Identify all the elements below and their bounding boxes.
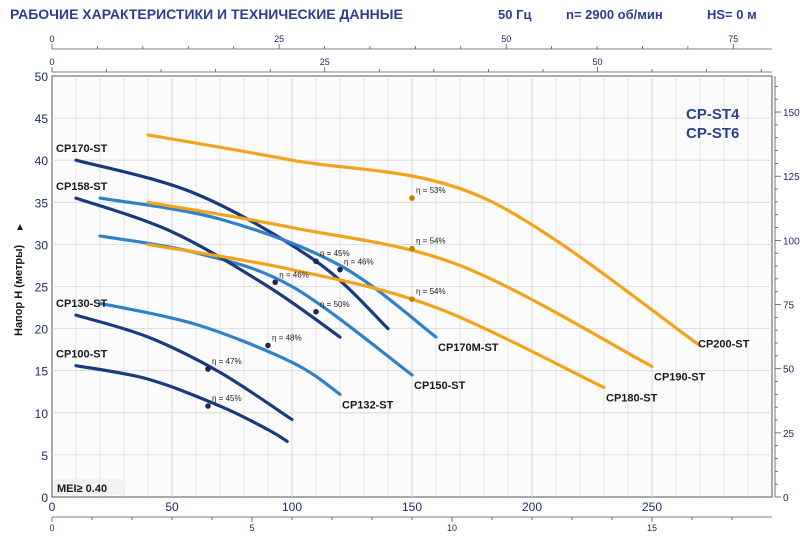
series-label-cp132-st: CP132-ST	[342, 399, 394, 411]
series-label-cp180-st: CP180-ST	[606, 393, 658, 405]
eta-point-cp200-st	[409, 195, 415, 201]
eta-label: η = 46%	[279, 270, 309, 279]
imp-gpm-tick-label: 25	[320, 57, 330, 67]
m3h-tick-label: 5	[249, 523, 254, 533]
feet-tick-label: 0	[783, 493, 789, 504]
series-label-cp130-st: CP130-ST	[56, 298, 108, 310]
mei-label: MEI≥ 0.40	[57, 483, 107, 495]
x-tick-label: 200	[522, 500, 542, 514]
eta-point-cp158-st	[272, 279, 279, 286]
series-label-cp170-st: CP170-ST	[56, 143, 108, 155]
y-axis-title-arrow	[17, 224, 23, 230]
series-line-cp190-st	[146, 200, 654, 369]
eta-label: η = 47%	[212, 357, 242, 366]
us-gpm-tick-label: 50	[501, 34, 511, 44]
y-tick-label: 35	[35, 196, 49, 210]
eta-label: η = 46%	[344, 258, 374, 267]
y-tick-label: 5	[41, 449, 48, 463]
feet-tick-label: 100	[783, 236, 800, 247]
eta-point-cp190-st	[409, 245, 415, 252]
model-title-1: CP-ST4	[686, 106, 740, 123]
series	[74, 133, 702, 444]
eta-point-cp130-st	[205, 366, 211, 372]
y-tick-label: 20	[35, 323, 49, 337]
m3h-tick-label: 0	[49, 523, 54, 533]
series-label-cp200-st: CP200-ST	[698, 338, 750, 350]
eta-point-cp100-st	[205, 403, 211, 409]
eta-point-cp150-st	[313, 308, 319, 315]
y-tick-label: 10	[35, 407, 49, 421]
y-tick-label: 25	[35, 281, 49, 295]
eta-point-cp170m-st	[337, 266, 343, 273]
eta-label: η = 45%	[320, 249, 350, 258]
series-line-cp100-st	[74, 364, 289, 444]
feet-tick-label: 75	[783, 301, 795, 312]
eta-point-cp180-st	[409, 296, 415, 302]
eta-point-cp132-st	[265, 342, 271, 349]
x-tick-label: 150	[402, 500, 422, 514]
eta-label: η = 48%	[272, 333, 302, 342]
x-tick-label: 0	[49, 500, 56, 514]
eta-label: η = 54%	[416, 237, 446, 246]
x-tick-label: 50	[165, 500, 179, 514]
suction-height-label: HS= 0 м	[707, 7, 757, 22]
series-labels: η = 45% CP100-ST η = 47% CP130-ST η = 48% CP1…	[56, 143, 750, 411]
imp-gpm-tick-label: 0	[49, 57, 54, 67]
series-label-cp100-st: CP100-ST	[56, 349, 108, 361]
x-tick-label: 100	[282, 500, 302, 514]
eta-label: η = 54%	[416, 287, 446, 296]
x-tick-label: 250	[642, 500, 662, 514]
speed-label: n= 2900 об/мин	[566, 7, 663, 22]
page-title: РАБОЧИЕ ХАРАКТЕРИСТИКИ И ТЕХНИЧЕСКИЕ ДАН…	[10, 6, 403, 22]
series-label-cp190-st: CP190-ST	[654, 371, 706, 383]
series-line-cp132-st	[98, 301, 342, 396]
eta-label: η = 45%	[212, 394, 242, 403]
eta-point-cp170-st	[313, 258, 319, 265]
y-tick-label: 45	[35, 112, 49, 126]
series-line-cp200-st	[146, 133, 702, 348]
series-line-cp180-st	[146, 242, 606, 390]
y-tick-label: 15	[35, 365, 49, 379]
series-label-cp170m-st: CP170M-ST	[438, 342, 499, 354]
series-label-cp150-st: CP150-ST	[414, 380, 466, 392]
y-axis-title: Напор H (метры)	[13, 245, 25, 336]
grid	[51, 75, 773, 498]
us-gpm-tick-label: 0	[49, 34, 54, 44]
mei-box	[53, 479, 123, 495]
us-gpm-tick-label: 75	[728, 34, 738, 44]
imp-gpm-tick-label: 50	[593, 57, 603, 67]
series-line-cp130-st	[74, 313, 294, 422]
y-tick-label: 40	[35, 154, 49, 168]
series-label-cp158-st: CP158-ST	[56, 181, 108, 193]
m3h-tick-label: 15	[647, 523, 657, 533]
m3h-tick-label: 10	[447, 523, 457, 533]
feet-tick-label: 50	[783, 365, 795, 376]
feet-tick-label: 150	[783, 108, 800, 119]
frequency-label: 50 Гц	[498, 7, 531, 22]
y-tick-label: 0	[41, 491, 48, 505]
feet-tick-label: 125	[783, 172, 800, 183]
y-tick-label: 50	[35, 70, 49, 84]
eta-label: η = 53%	[416, 186, 446, 195]
eta-label: η = 50%	[320, 300, 350, 309]
us-gpm-tick-label: 25	[274, 34, 284, 44]
model-title-2: CP-ST6	[686, 125, 739, 142]
series-line-cp170m-st	[98, 196, 438, 339]
feet-tick-label: 25	[783, 429, 795, 440]
y-tick-label: 30	[35, 238, 49, 252]
